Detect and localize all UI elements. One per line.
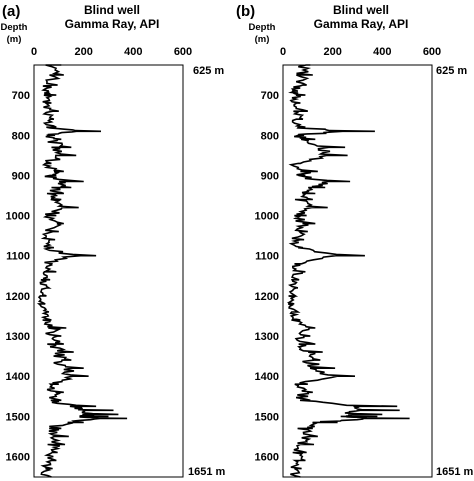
x-tick-label: 600 bbox=[174, 46, 192, 58]
bottom-depth-label: 1651 m bbox=[188, 466, 226, 478]
x-tick-label: 200 bbox=[74, 46, 92, 58]
y-tick-label: 800 bbox=[261, 130, 279, 142]
y-tick-label: 1200 bbox=[255, 291, 279, 303]
chart-subtitle: Gamma Ray, API bbox=[65, 17, 160, 31]
y-tick-label: 1600 bbox=[255, 452, 279, 464]
chart-subtitle: Gamma Ray, API bbox=[314, 17, 409, 31]
top-depth-label: 625 m bbox=[193, 65, 224, 77]
y-tick-label: 900 bbox=[12, 170, 30, 182]
chart-title: Blind well bbox=[333, 3, 389, 17]
x-tick-label: 0 bbox=[31, 46, 37, 58]
plot-frame bbox=[33, 64, 184, 478]
y-tick-label: 1300 bbox=[6, 331, 30, 343]
y-tick-label: 1100 bbox=[6, 251, 30, 263]
depth-axis-label: Depth bbox=[1, 22, 28, 33]
x-tick-label: 200 bbox=[323, 46, 341, 58]
panel-label: (a) bbox=[2, 3, 20, 20]
y-tick-label: 1000 bbox=[6, 211, 30, 223]
y-tick-label: 900 bbox=[261, 170, 279, 182]
gamma-ray-trace bbox=[286, 64, 410, 478]
depth-axis-label: Depth bbox=[249, 22, 276, 33]
x-tick-label: 600 bbox=[423, 46, 441, 58]
y-tick-label: 1300 bbox=[255, 331, 279, 343]
y-tick-label: 1400 bbox=[6, 371, 30, 383]
y-tick-label: 1600 bbox=[6, 452, 30, 464]
depth-axis-unit: (m) bbox=[7, 34, 22, 45]
panel-label: (b) bbox=[236, 3, 255, 20]
y-tick-label: 700 bbox=[261, 90, 279, 102]
x-tick-label: 400 bbox=[124, 46, 142, 58]
x-tick-label: 0 bbox=[280, 46, 286, 58]
y-tick-label: 1500 bbox=[255, 411, 279, 423]
y-tick-label: 1000 bbox=[255, 211, 279, 223]
chart-title: Blind well bbox=[84, 3, 140, 17]
bottom-depth-label: 1651 m bbox=[436, 466, 474, 478]
y-tick-label: 1400 bbox=[255, 371, 279, 383]
panel-a: (a) Blind well Gamma Ray, API Depth (m) … bbox=[1, 3, 226, 478]
depth-axis-unit: (m) bbox=[255, 34, 270, 45]
gamma-ray-trace bbox=[36, 64, 128, 478]
plot-frame bbox=[282, 64, 433, 478]
top-depth-label: 625 m bbox=[436, 65, 467, 77]
panel-b: (b) Blind well Gamma Ray, API Depth (m) … bbox=[236, 3, 474, 478]
y-tick-label: 1100 bbox=[255, 251, 279, 263]
x-tick-label: 400 bbox=[373, 46, 391, 58]
y-tick-label: 800 bbox=[12, 130, 30, 142]
y-tick-label: 700 bbox=[12, 90, 30, 102]
y-tick-label: 1500 bbox=[6, 411, 30, 423]
y-tick-label: 1200 bbox=[6, 291, 30, 303]
